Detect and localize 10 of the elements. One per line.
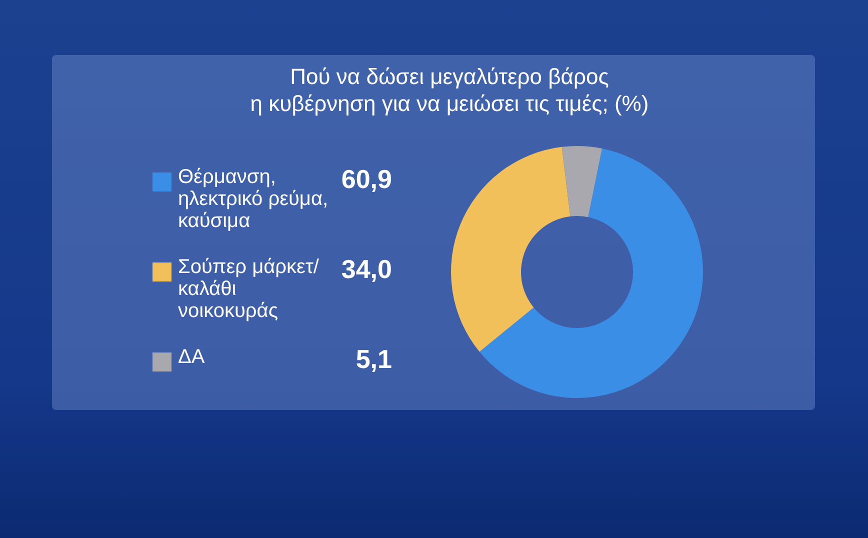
legend-label: Σούπερ μάρκετ/καλάθι νοικοκυράς <box>178 256 320 322</box>
donut-slice <box>562 146 602 218</box>
donut-slice <box>479 148 703 398</box>
data-label: 5,1 <box>356 344 392 374</box>
legend-label: ΔΑ <box>178 346 206 368</box>
chart-title: Πού να δώσει μεγαλύτερο βάρος η κυβέρνηση για να μειώσει τις τιμές; (%) <box>250 64 649 116</box>
legend-label: Θέρμανση, ηλεκτρικό ρεύμα, καύσιμα <box>178 166 328 232</box>
data-label: 60,9 <box>341 164 392 194</box>
data-label: 34,0 <box>341 254 392 284</box>
donut-slice <box>451 146 570 352</box>
